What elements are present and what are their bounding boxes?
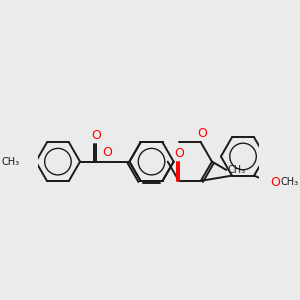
Text: O: O [197,127,207,140]
Text: O: O [102,146,112,159]
Text: O: O [91,129,101,142]
Text: CH₃: CH₃ [280,177,298,187]
Text: O: O [174,147,184,160]
Text: O: O [270,176,280,189]
Text: CH₃: CH₃ [227,165,246,175]
Text: CH₃: CH₃ [2,157,20,166]
